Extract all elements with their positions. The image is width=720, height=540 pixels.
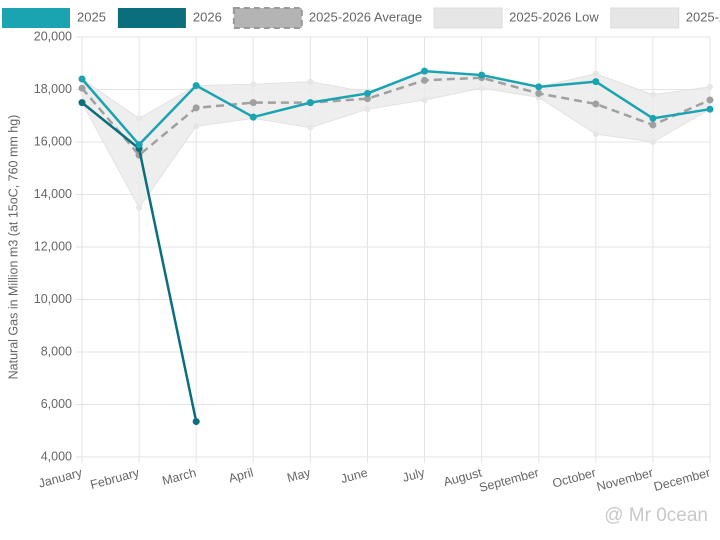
band-edge [81, 87, 711, 209]
x-tick-label: June [339, 466, 369, 487]
x-tick-label: October [551, 466, 598, 491]
x-tick-label: March [161, 466, 198, 489]
data-point [363, 95, 371, 103]
data-point [706, 105, 714, 113]
series-line [81, 76, 711, 157]
y-tick-label: 8,000 [41, 344, 72, 358]
data-point [649, 139, 656, 145]
data-point [363, 89, 371, 97]
x-tick-label: February [89, 465, 142, 492]
data-point [364, 106, 371, 113]
y-tick-label: 18,000 [34, 82, 72, 96]
y-tick-label: 10,000 [34, 292, 72, 306]
data-point [192, 82, 200, 90]
data-point [249, 113, 257, 121]
x-tick-label: April [227, 466, 255, 486]
data-point [592, 131, 599, 138]
legend-item: 2025-2026 High [610, 7, 720, 29]
data-point [649, 121, 657, 129]
data-point [535, 83, 543, 91]
data-point [192, 418, 200, 426]
data-point [193, 123, 200, 130]
legend-label: 2025-2026 High [686, 9, 720, 24]
data-point [421, 97, 428, 103]
legend-swatch [610, 7, 680, 29]
legend-label: 2025-2026 Low [509, 9, 599, 24]
data-point [421, 67, 429, 75]
x-tick-label: November [595, 466, 654, 494]
legend-item: 2025-2026 Average [232, 7, 422, 29]
y-tick-label: 16,000 [34, 134, 72, 148]
watermark: @ Mr 0cean [604, 505, 708, 526]
x-tick-label: December [652, 466, 711, 494]
range-band [82, 71, 710, 208]
y-tick-label: 4,000 [41, 449, 72, 463]
data-point [649, 91, 656, 98]
legend-swatch [232, 7, 303, 29]
legend-label: 2026 [193, 9, 222, 24]
data-point [649, 114, 657, 122]
data-point [421, 76, 429, 84]
y-tick-label: 12,000 [34, 239, 72, 253]
legend-label: 2025 [77, 9, 106, 24]
data-point [592, 100, 600, 108]
data-point [192, 104, 200, 112]
data-point [706, 96, 714, 104]
legend-item: 2025-2026 Low [433, 7, 599, 29]
data-point [78, 84, 86, 92]
legend-label: 2025-2026 Average [309, 9, 422, 24]
x-tick-label: January [37, 465, 84, 490]
legend-item: 2025 [2, 8, 106, 28]
x-tick-label: August [442, 465, 484, 489]
data-point [78, 75, 86, 83]
data-point [135, 141, 143, 149]
data-point [478, 71, 486, 79]
data-point [592, 78, 600, 86]
data-point [78, 99, 86, 107]
data-point [535, 89, 543, 97]
data-point [307, 78, 314, 85]
data-point [307, 124, 314, 131]
y-axis-label: Natural Gas in Million m3 (at 15oC, 760 … [6, 115, 20, 380]
y-tick-label: 20,000 [34, 29, 72, 43]
data-point [478, 85, 485, 92]
data-point [249, 99, 257, 107]
y-tick-label: 14,000 [34, 187, 72, 201]
x-tick-label: July [401, 465, 427, 484]
x-tick-label: May [286, 465, 313, 485]
series-line [81, 69, 711, 147]
data-point [136, 115, 143, 122]
data-point [707, 83, 713, 90]
legend-swatch [2, 8, 70, 28]
legend-swatch [433, 7, 503, 29]
data-point [592, 70, 599, 77]
data-point [306, 99, 314, 107]
data-point [250, 81, 257, 88]
data-point [136, 204, 143, 211]
legend-swatch [117, 8, 186, 28]
legend-item: 2026 [117, 8, 222, 28]
x-tick-label: September [478, 466, 541, 495]
y-tick-label: 6,000 [41, 397, 72, 411]
